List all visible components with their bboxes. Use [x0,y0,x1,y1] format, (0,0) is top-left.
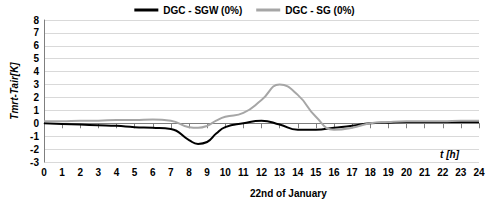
svg-text:7: 7 [33,27,39,38]
svg-text:4: 4 [114,167,120,178]
svg-text:11: 11 [238,167,249,178]
svg-text:1: 1 [59,167,65,178]
svg-text:12: 12 [256,167,268,178]
svg-text:0: 0 [33,118,39,129]
svg-text:16: 16 [328,167,340,178]
svg-text:13: 13 [274,167,286,178]
svg-text:5: 5 [132,167,138,178]
svg-text:17: 17 [347,167,359,178]
svg-text:1: 1 [33,105,39,116]
svg-text:21: 21 [419,167,431,178]
svg-text:24: 24 [473,167,485,178]
svg-text:9: 9 [204,167,210,178]
svg-text:6: 6 [150,167,156,178]
svg-text:15: 15 [310,167,322,178]
svg-text:4: 4 [33,66,39,77]
svg-text:3: 3 [96,167,102,178]
svg-text:3: 3 [33,79,39,90]
svg-text:19: 19 [383,167,395,178]
svg-text:DGC - SG (0%): DGC - SG (0%) [285,5,354,16]
svg-text:20: 20 [401,167,413,178]
svg-text:-3: -3 [30,157,39,168]
svg-text:14: 14 [292,167,304,178]
svg-text:23: 23 [455,167,467,178]
svg-text:5: 5 [33,53,39,64]
svg-text:22nd of January: 22nd of January [250,188,327,199]
svg-text:-1: -1 [30,131,39,142]
svg-text:t [h]: t [h] [440,149,460,160]
svg-text:Tmrt-Tair[K]: Tmrt-Tair[K] [9,62,20,120]
svg-text:7: 7 [168,167,174,178]
svg-text:8: 8 [33,15,39,26]
svg-text:6: 6 [33,40,39,51]
svg-text:-2: -2 [30,144,39,155]
svg-text:2: 2 [77,167,83,178]
svg-text:18: 18 [365,167,377,178]
svg-text:0: 0 [41,167,47,178]
svg-text:8: 8 [186,167,192,178]
svg-text:2: 2 [33,92,39,103]
svg-text:10: 10 [220,167,232,178]
svg-text:22: 22 [437,167,449,178]
svg-text:DGC - SGW (0%): DGC - SGW (0%) [163,5,242,16]
